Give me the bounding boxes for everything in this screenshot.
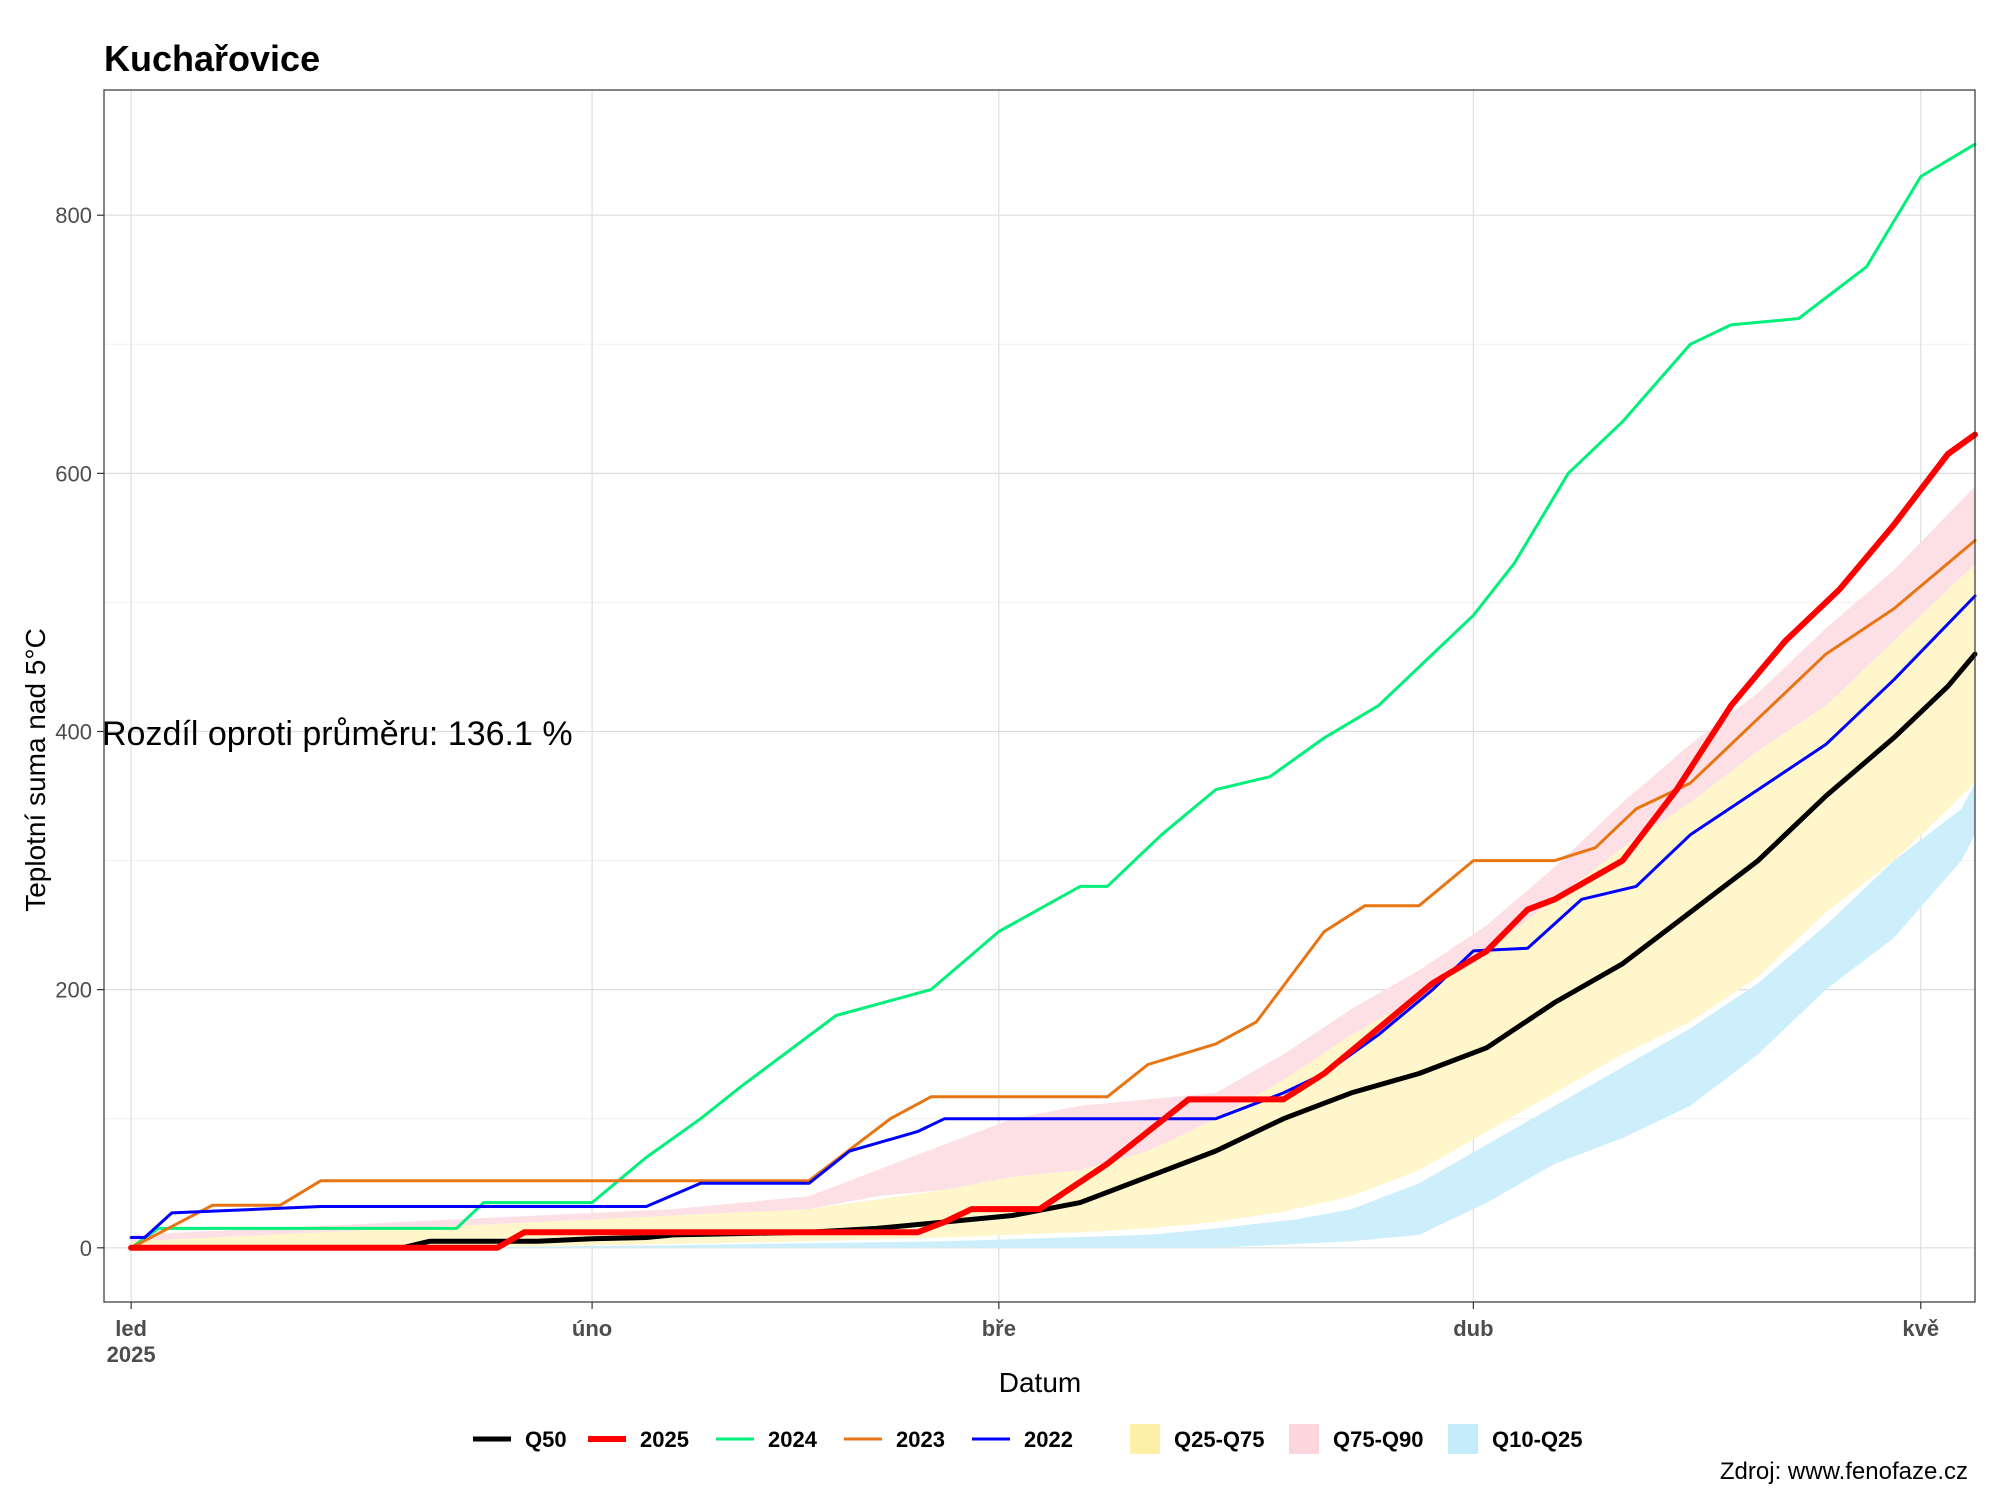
y-tick-label: 400 [55,719,92,744]
x-tick-label: led [115,1316,147,1341]
legend-key-swatch [1289,1424,1319,1454]
y-axis-label: Teplotní suma nad 5°C [20,628,51,912]
legend-item-q25-q75: Q25-Q75 [1130,1424,1265,1454]
series-2025 [128,431,1978,1251]
x-axis-label: Datum [999,1367,1081,1398]
series-2024 [129,142,1977,1250]
band-q25-q75 [131,563,1976,1248]
legend-item-2023: 2023 [844,1427,945,1452]
legend-label: Q75-Q90 [1333,1427,1424,1452]
y-tick-label: 600 [55,461,92,486]
legend-label: 2025 [640,1427,689,1452]
series-lines [128,142,1978,1251]
legend: Q50 2025 2024 2023 2022 Q25-Q75 Q75-Q90 Q10-Q25 [473,1424,1583,1454]
quantile-bands [131,486,1976,1248]
legend-key-swatch [1130,1424,1160,1454]
chart-title: Kuchařovice [104,38,321,79]
legend-item-2022: 2022 [972,1427,1073,1452]
x-tick-label: kvě [1902,1316,1939,1341]
legend-item-q10-q25: Q10-Q25 [1448,1424,1583,1454]
plot-frame [103,89,1976,1303]
source-caption: Zdroj: www.fenofaze.cz [1719,1458,1968,1485]
x-tick-label: dub [1453,1316,1493,1341]
y-tick-label: 200 [55,978,92,1003]
legend-item-q50: Q50 [473,1427,567,1452]
band-q10-q25 [131,783,1976,1248]
legend-label: 2023 [896,1427,945,1452]
legend-item-q75-q90: Q75-Q90 [1289,1424,1424,1454]
y-tick-label: 0 [80,1236,92,1261]
legend-label: 2022 [1024,1427,1073,1452]
legend-item-2024: 2024 [716,1427,818,1452]
legend-label: Q25-Q75 [1174,1427,1265,1452]
legend-item-2025: 2025 [588,1427,689,1452]
legend-label: Q50 [525,1427,567,1452]
series-q50 [128,651,1978,1251]
y-tick-label: 800 [55,203,92,228]
legend-label: 2024 [768,1427,818,1452]
difference-annotation: Rozdíl oproti průměru: 136.1 % [102,715,573,753]
legend-key-swatch [1448,1424,1478,1454]
grid [104,90,1975,1302]
x-tick-label: bře [982,1316,1016,1341]
x-tick-label: úno [572,1316,612,1341]
legend-label: Q10-Q25 [1492,1427,1583,1452]
x-tick-sublabel: 2025 [107,1342,156,1367]
series-2023 [129,539,1977,1250]
